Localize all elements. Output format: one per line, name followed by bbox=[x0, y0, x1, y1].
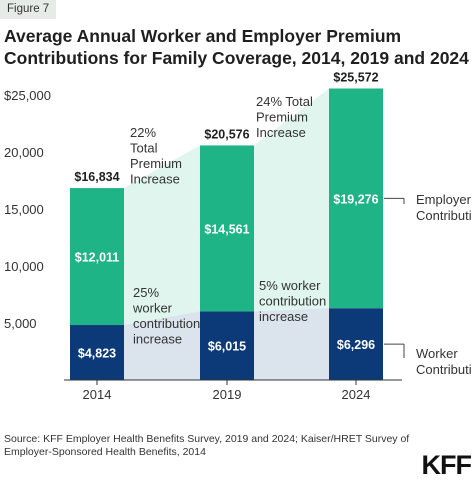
y-tick-label: $25,000 bbox=[4, 88, 51, 103]
increase-annotation: 22% Total Premium Increase bbox=[130, 125, 182, 187]
total-value-label: $20,576 bbox=[204, 127, 249, 141]
employer-value-label: $14,561 bbox=[204, 222, 249, 236]
worker-increase-shade bbox=[254, 308, 329, 380]
worker-bar bbox=[329, 308, 383, 380]
series-label: Employer Contributi bbox=[416, 192, 472, 223]
series-label-line: Contributi bbox=[416, 362, 472, 377]
x-tick-label: 2019 bbox=[213, 387, 242, 402]
annotation-line: increase bbox=[259, 309, 308, 324]
annotation-line: 22% bbox=[130, 125, 156, 140]
employer-bar bbox=[70, 188, 124, 326]
total-value-label: $16,834 bbox=[74, 170, 119, 184]
x-tick-label: 2014 bbox=[83, 387, 112, 402]
worker-value-label: $6,296 bbox=[337, 338, 375, 352]
kff-logo: KFF bbox=[421, 450, 472, 480]
annotation-line: Increase bbox=[130, 172, 180, 187]
series-label-line: Contributi bbox=[416, 208, 472, 223]
annotation-line: contribution bbox=[133, 316, 200, 331]
series-label-line: Employer bbox=[416, 192, 472, 207]
worker-bar bbox=[200, 311, 254, 380]
y-tick-label: 15,000 bbox=[4, 202, 44, 217]
annotation-line: 25% bbox=[133, 285, 159, 300]
source-note: Source: KFF Employer Health Benefits Sur… bbox=[4, 433, 410, 458]
annotation-line: Premium bbox=[130, 156, 182, 171]
y-tick-label: 10,000 bbox=[4, 259, 44, 274]
employer-increase-shade bbox=[254, 88, 329, 312]
employer-bar bbox=[329, 88, 383, 309]
annotation-line: Total bbox=[130, 141, 158, 156]
annotation-line: worker bbox=[132, 301, 173, 316]
annotation-line: Increase bbox=[256, 125, 306, 140]
series-label: Worker Contributi bbox=[416, 346, 472, 377]
increase-annotation: 24% Total Premium Increase bbox=[256, 94, 313, 140]
worker-increase-shade bbox=[124, 311, 200, 380]
annotation-line: increase bbox=[133, 332, 182, 347]
increase-annotation: 5% worker contribution increase bbox=[259, 278, 326, 324]
premium-contributions-chart: 5,000 10,000 15,000 20,000 $25,000 $4,823 $12,… bbox=[4, 70, 472, 402]
annotation-line: 5% worker bbox=[259, 278, 321, 293]
y-tick-label: 20,000 bbox=[4, 145, 44, 160]
worker-value-label: $6,015 bbox=[208, 340, 246, 354]
employer-value-label: $19,276 bbox=[333, 192, 378, 206]
increase-annotation: 25% worker contribution increase bbox=[132, 285, 200, 347]
annotation-line: contribution bbox=[259, 294, 326, 309]
figure-label: Figure 7 bbox=[0, 0, 57, 19]
series-label-line: Worker bbox=[416, 346, 458, 361]
total-value-label: $25,572 bbox=[333, 70, 378, 84]
annotation-line: Premium bbox=[256, 110, 308, 125]
worker-value-label: $4,823 bbox=[78, 347, 116, 361]
employer-increase-shade bbox=[124, 145, 200, 326]
annotation-line: 24% Total bbox=[256, 94, 313, 109]
employer-bar bbox=[200, 145, 254, 312]
x-tick-label: 2024 bbox=[342, 387, 371, 402]
employer-value-label: $12,011 bbox=[75, 251, 120, 265]
y-tick-label: 5,000 bbox=[4, 316, 37, 331]
worker-bar bbox=[70, 325, 124, 380]
chart-title: Average Annual Worker and Employer Premi… bbox=[4, 26, 469, 68]
